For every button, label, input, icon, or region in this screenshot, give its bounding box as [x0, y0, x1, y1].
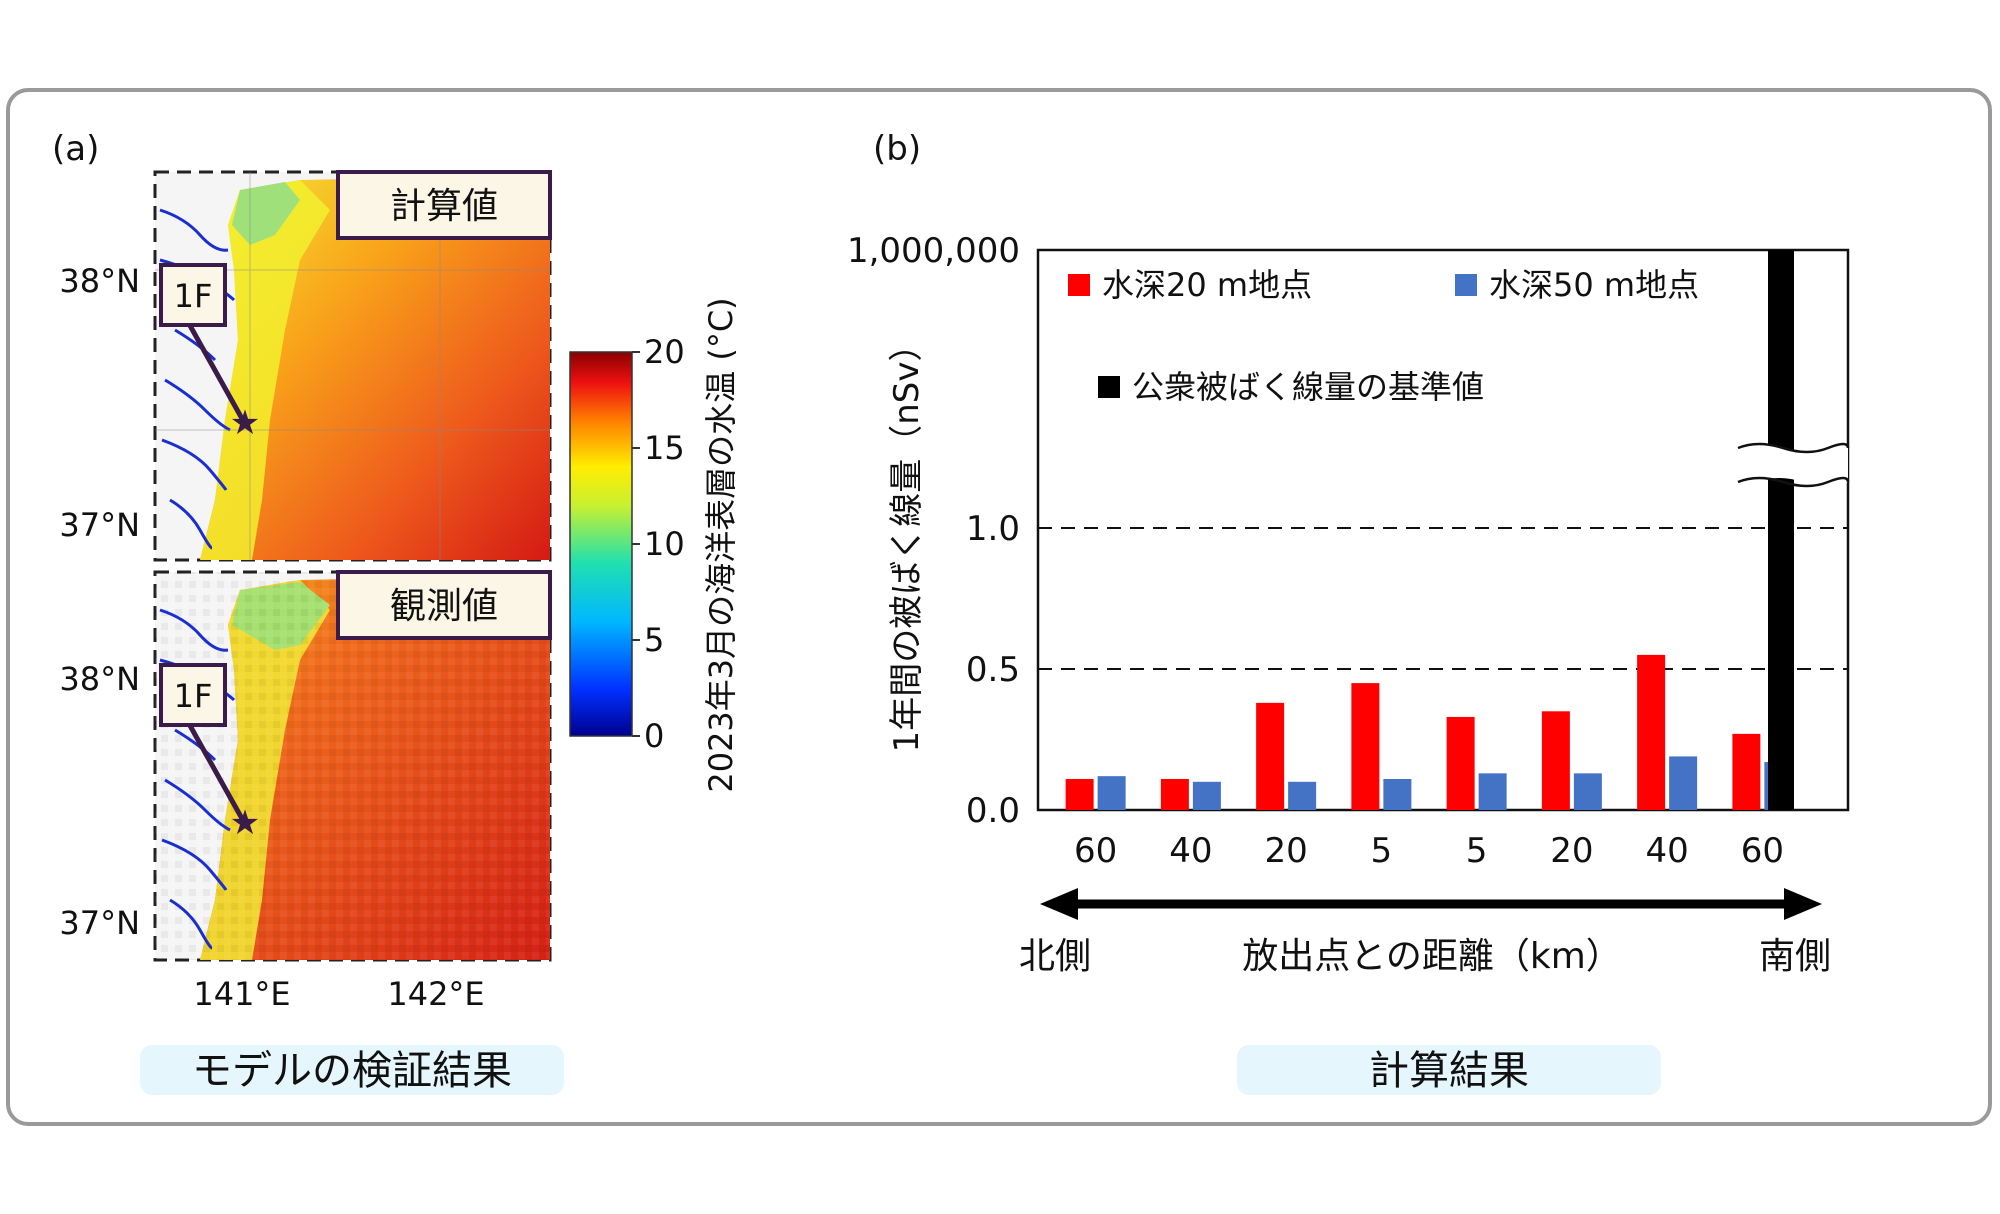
legend-swatch [1098, 376, 1120, 398]
map-top-label: 計算値 [390, 186, 498, 227]
bar-depth50 [1573, 773, 1602, 810]
caption-a-box [140, 1045, 564, 1095]
legend-label: 水深50 m地点 [1489, 266, 1699, 304]
bar-depth50 [1669, 756, 1698, 810]
marker-label-bottom: 1F [174, 677, 213, 715]
x-tick-label: 20 [1550, 831, 1593, 871]
bar-depth20 [1065, 778, 1094, 810]
x-tick-label: 60 [1074, 831, 1117, 871]
colorbar [569, 351, 633, 737]
legend-label: 水深20 m地点 [1102, 266, 1312, 304]
axis-break-line [1737, 476, 1850, 488]
bar-depth20 [1637, 654, 1666, 810]
bar-depth50 [1478, 773, 1507, 810]
colorbar-tick-label: 20 [644, 333, 685, 371]
reference-bar [1768, 250, 1794, 810]
bars [1065, 654, 1793, 810]
colorbar-title: 2023年3月の海洋表層の水温 (°C) [702, 297, 740, 792]
lat-tick-37-top: 37°N [59, 506, 140, 544]
release-point-star-icon: ★ [230, 803, 260, 843]
direction-north: 北側 [1019, 936, 1091, 977]
bar-depth20 [1446, 716, 1475, 810]
x-tick-label: 40 [1645, 831, 1688, 871]
lon-tick-141: 141°E [193, 975, 290, 1013]
reference-bar [1737, 250, 1850, 810]
x-tick-label: 5 [1371, 831, 1393, 871]
direction-south: 南側 [1759, 936, 1831, 977]
bar-depth50 [1288, 781, 1317, 810]
y-tick-label: 1,000,000 [847, 231, 1020, 271]
panel-b-label: (b) [873, 129, 921, 169]
colorbar-ticks: 20 15 10 5 0 [632, 333, 685, 755]
map-observed: 観測値 ★ 1F [153, 570, 552, 962]
bar-depth20 [1256, 702, 1285, 810]
x-axis-label: 放出点との距離（km） [1242, 936, 1622, 977]
colorbar-tick-label: 5 [644, 621, 664, 659]
legend-swatch [1455, 274, 1477, 296]
bar-depth50 [1383, 778, 1412, 810]
direction-arrow [1040, 888, 1822, 920]
caption-a: モデルの検証結果 [192, 1048, 512, 1094]
marker-label-top: 1F [174, 277, 213, 315]
bar-depth50 [1192, 781, 1221, 810]
colorbar-tick-label: 15 [644, 429, 685, 467]
axis-break-line [1737, 442, 1850, 454]
x-tick-label: 5 [1466, 831, 1488, 871]
bar-depth20 [1541, 711, 1570, 810]
y-tick-label: 0.0 [966, 791, 1020, 831]
caption-b-box [1237, 1045, 1661, 1095]
panel-a-label: (a) [52, 129, 99, 169]
legend-swatch [1068, 274, 1090, 296]
bar-depth20 [1732, 733, 1761, 810]
colorbar-tick-label: 10 [644, 525, 685, 563]
lat-tick-38-bottom: 38°N [59, 660, 140, 698]
lat-tick-38-top: 38°N [59, 262, 140, 300]
caption-b: 計算結果 [1369, 1048, 1529, 1094]
plot-area [1036, 248, 1850, 812]
colorbar-tick-label: 0 [644, 717, 664, 755]
bar-depth20 [1351, 683, 1380, 810]
bar-depth50 [1097, 776, 1126, 810]
x-tick-label: 40 [1169, 831, 1212, 871]
release-point-star-icon: ★ [230, 403, 260, 443]
dose-bar-chart: 0.0 0.5 1.0 1,000,000 60 40 20 5 5 20 40 60 水深20 m… [847, 231, 1850, 871]
legend-label: 公衆被ばく線量の基準値 [1132, 368, 1484, 406]
y-tick-label: 0.5 [966, 650, 1020, 690]
lat-tick-37-bottom: 37°N [59, 904, 140, 942]
gridlines [1038, 527, 1848, 670]
y-ticks: 0.0 0.5 1.0 1,000,000 [847, 231, 1020, 831]
y-axis-label: 1年間の被ばく線量（nSv） [887, 328, 927, 753]
x-tick-label: 20 [1264, 831, 1307, 871]
bar-depth20 [1160, 778, 1189, 810]
x-ticks: 60 40 20 5 5 20 40 60 [1074, 831, 1784, 871]
axis-break [1738, 444, 1848, 486]
map-model: 計算値 ★ 1F [153, 170, 552, 562]
lon-tick-142: 142°E [387, 975, 484, 1013]
x-tick-label: 60 [1741, 831, 1784, 871]
map-bottom-label: 観測値 [390, 586, 498, 627]
y-tick-label: 1.0 [966, 509, 1020, 549]
